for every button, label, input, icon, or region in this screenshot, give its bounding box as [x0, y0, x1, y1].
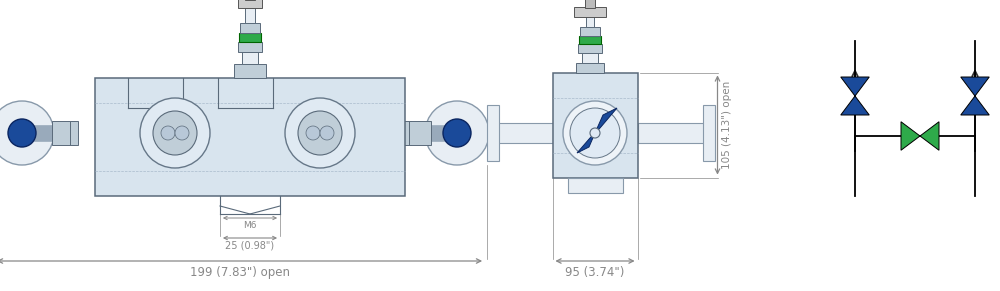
- Bar: [568, 178, 622, 193]
- Bar: [585, 0, 595, 8]
- Bar: [578, 43, 602, 52]
- Bar: [239, 33, 261, 42]
- Bar: [52, 121, 74, 145]
- Circle shape: [0, 101, 54, 165]
- Circle shape: [285, 98, 355, 168]
- Bar: [245, 8, 255, 23]
- Bar: [576, 63, 604, 72]
- Bar: [579, 36, 601, 43]
- Circle shape: [425, 101, 489, 165]
- Circle shape: [8, 119, 36, 147]
- Bar: [580, 26, 600, 36]
- Circle shape: [306, 126, 320, 140]
- Text: 25 (0.98"): 25 (0.98"): [225, 241, 275, 251]
- Circle shape: [320, 126, 334, 140]
- Circle shape: [175, 126, 189, 140]
- Bar: [234, 64, 266, 78]
- Bar: [242, 52, 258, 64]
- Bar: [95, 78, 405, 196]
- Bar: [638, 123, 708, 143]
- Bar: [403, 121, 411, 145]
- Bar: [409, 121, 431, 145]
- Bar: [238, 0, 262, 8]
- Polygon shape: [841, 96, 869, 115]
- Circle shape: [443, 119, 471, 147]
- Polygon shape: [901, 122, 920, 150]
- Circle shape: [590, 128, 600, 138]
- Bar: [240, 23, 260, 33]
- Circle shape: [161, 126, 175, 140]
- Polygon shape: [961, 96, 989, 115]
- Bar: [487, 105, 499, 161]
- Circle shape: [563, 101, 627, 165]
- Text: 95 (3.74"): 95 (3.74"): [565, 266, 625, 279]
- Bar: [586, 15, 594, 26]
- Polygon shape: [920, 122, 939, 150]
- Bar: [70, 121, 78, 145]
- Bar: [552, 72, 638, 178]
- Text: 105 (4.13") open: 105 (4.13") open: [722, 81, 732, 169]
- Text: 199 (7.83") open: 199 (7.83") open: [190, 266, 290, 279]
- Circle shape: [140, 98, 210, 168]
- Circle shape: [153, 111, 197, 155]
- Text: M6: M6: [243, 221, 257, 230]
- Polygon shape: [577, 133, 595, 153]
- Polygon shape: [961, 77, 989, 96]
- Bar: [238, 42, 262, 52]
- Circle shape: [570, 108, 620, 158]
- Bar: [574, 6, 606, 17]
- Polygon shape: [595, 108, 617, 133]
- Bar: [702, 105, 714, 161]
- Circle shape: [298, 111, 342, 155]
- Polygon shape: [841, 77, 869, 96]
- Bar: [495, 123, 552, 143]
- Bar: [582, 52, 598, 63]
